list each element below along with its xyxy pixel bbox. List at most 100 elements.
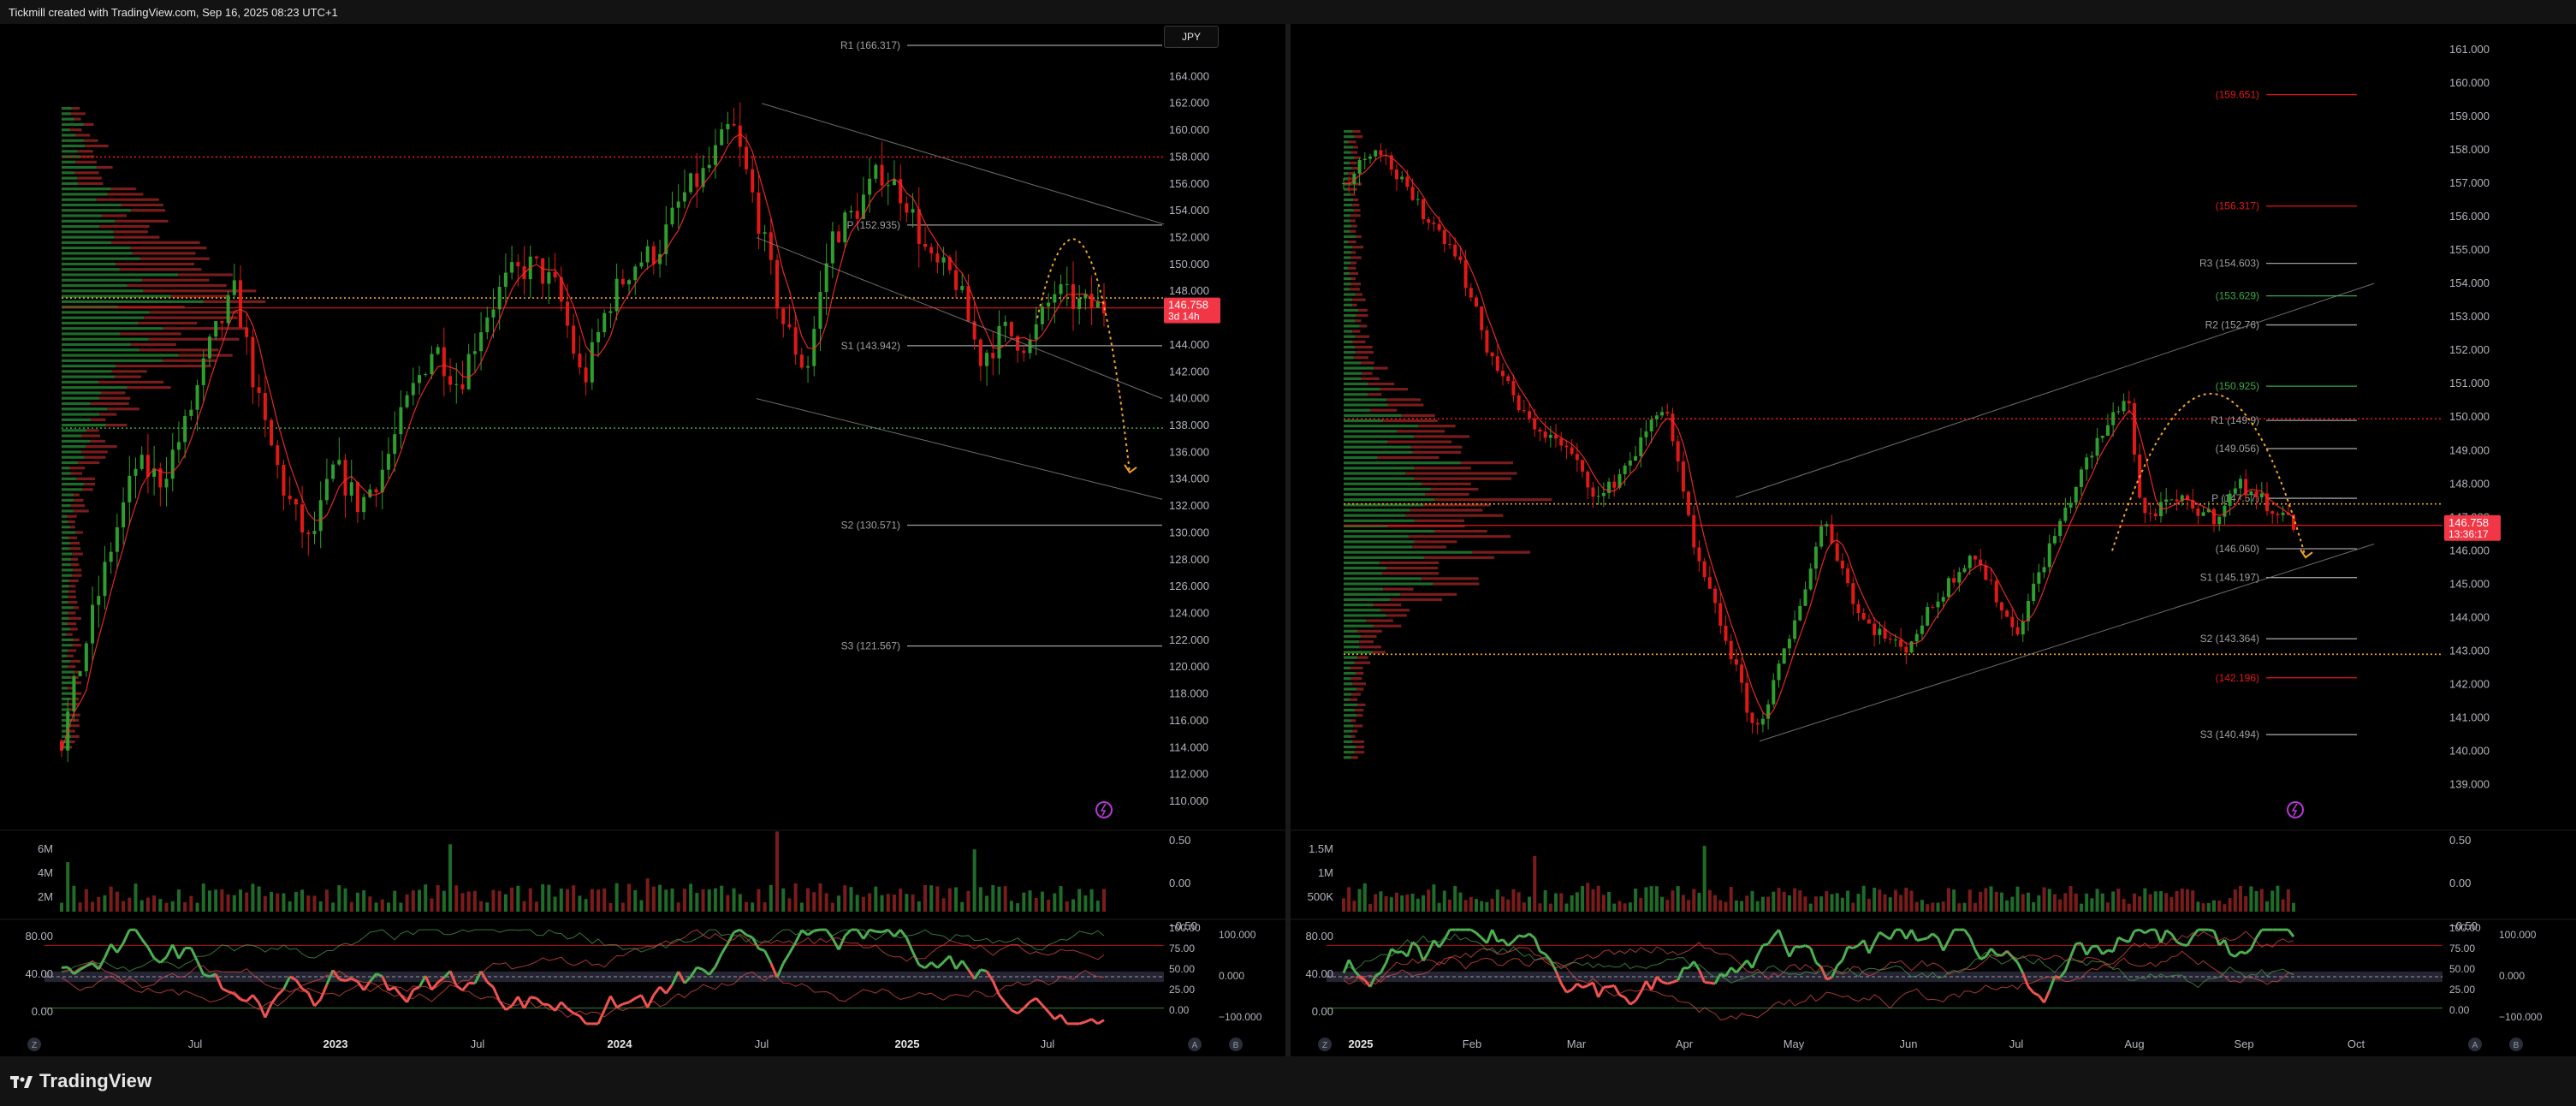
tradingview-logo[interactable]: TradingView: [10, 1070, 151, 1092]
oscillator-main-line: [413, 985, 420, 991]
volume-bar: [1485, 901, 1489, 912]
oscillator-main-line: [331, 969, 341, 980]
candle-body: [899, 179, 903, 204]
oscillator-main-line: [1968, 937, 1977, 951]
oscillator-main-line: [1836, 959, 1843, 967]
oscillator-main-line: [1634, 991, 1642, 1002]
oscillator-main-line: [1666, 980, 1673, 985]
oscillator-main-line: [1698, 969, 1706, 984]
oscillator-main-line: [1501, 938, 1510, 947]
candle-body: [547, 271, 551, 284]
volume-bar: [1427, 889, 1431, 912]
candle-body: [1034, 324, 1038, 340]
volume-profile-bar-down: [78, 181, 104, 185]
volume-profile-bar-down: [1348, 266, 1356, 270]
y-tick-label: 141.000: [2449, 711, 2490, 723]
oscillator-main-line: [1996, 953, 2003, 957]
projection-arc: [1036, 238, 1131, 473]
oscillator-right-tick: 100.00: [2449, 922, 2481, 934]
volume-profile-bar-down: [72, 644, 82, 647]
volume-bar: [1416, 898, 1420, 912]
volume-bar: [510, 887, 514, 912]
oscillator-main-line: [1041, 1004, 1050, 1014]
volume-profile-bar-up: [62, 531, 76, 534]
candle-body: [220, 321, 224, 324]
oscillator-main-line: [338, 978, 346, 983]
candle-body: [597, 332, 601, 342]
candle-body: [565, 301, 569, 326]
volume-bar: [2249, 886, 2253, 912]
candle-body: [442, 347, 446, 377]
volume-profile-bar-up: [62, 627, 70, 631]
candle-body: [1623, 465, 1627, 474]
volume-profile-bar-up: [1344, 403, 1388, 407]
panel-divider[interactable]: [1285, 24, 1291, 1056]
volume-profile-bar-up: [1344, 435, 1415, 438]
volume-bar: [454, 885, 459, 912]
candle-body: [627, 280, 632, 285]
volume-profile-bar-up: [62, 552, 73, 556]
volume-profile-bar-down: [1348, 172, 1355, 175]
volume-profile-bar-down: [1397, 430, 1445, 433]
oscillator-main-line: [2027, 985, 2035, 994]
volume-bar: [651, 886, 656, 912]
volume-bar: [954, 887, 959, 912]
volume-profile-bar-down: [68, 590, 76, 593]
oscillator-main-line: [1809, 948, 1818, 963]
volume-profile-bar-down: [1412, 450, 1462, 455]
candle-body: [2090, 455, 2094, 458]
candle-body: [1687, 491, 1691, 515]
oscillator-main-line: [942, 954, 951, 963]
volume-profile-bar-down: [1350, 193, 1356, 196]
volume-profile-bar-down: [1381, 572, 1439, 575]
volume-profile-bar-down: [1350, 271, 1359, 276]
oscillator-tick-label: 80.00: [25, 930, 53, 942]
auto-scale-label: A: [1192, 1041, 1198, 1050]
oscillator-main-line: [696, 966, 704, 972]
oscillator-main-line: [2021, 972, 2030, 988]
volume-bar: [1760, 896, 1765, 912]
volume-bar: [1914, 901, 1919, 912]
volume-bar: [849, 887, 853, 912]
volume-profile-bar-up: [1344, 203, 1353, 207]
volume-bar: [1946, 888, 1950, 912]
oscillator-main-line: [2011, 955, 2019, 964]
currency-button[interactable]: JPY: [1164, 26, 1219, 48]
volume-profile-bar-down: [81, 450, 108, 454]
volume-profile-bar-up: [1344, 498, 1434, 502]
volume-bar: [1437, 902, 1441, 912]
candle-body: [1962, 568, 1967, 573]
candle-body: [263, 392, 267, 420]
oscillator-main-line: [523, 996, 532, 1009]
volume-bar: [1952, 889, 1956, 912]
volume-bar: [2164, 893, 2169, 912]
volume-profile-bar-down: [163, 359, 217, 362]
volume-profile-bar-up: [62, 504, 71, 508]
volume-profile-bar-down: [69, 467, 86, 470]
volume-profile-bar-down: [163, 327, 248, 330]
volume-bar: [547, 884, 551, 912]
y-tick-label: 153.000: [2449, 310, 2490, 323]
volume-profile-bar-up: [62, 633, 67, 636]
candle-body: [170, 449, 175, 479]
left-chart[interactable]: 164.000162.000160.000158.000156.000154.0…: [0, 24, 1285, 1056]
oscillator-main-line: [375, 972, 383, 978]
volume-profile-bar-down: [77, 150, 93, 153]
volume-bar: [152, 895, 157, 912]
candle-body: [670, 207, 674, 225]
volume-profile-bar-down: [1357, 656, 1368, 659]
oscillator-main-line: [1544, 953, 1552, 961]
candle-body: [633, 266, 638, 281]
oscillator-main-line: [510, 996, 519, 1007]
oscillator-main-line: [1353, 969, 1361, 978]
volume-profile-bar-up: [62, 112, 71, 116]
volume-profile-bar-up: [62, 209, 132, 212]
volume-profile-bar-up: [1344, 651, 1374, 654]
volume-profile-bar-up: [1344, 266, 1349, 270]
volume-bar: [1432, 884, 1436, 912]
oscillator-main-line: [146, 946, 156, 960]
candle-body: [2238, 479, 2242, 489]
volume-bar: [1501, 896, 1505, 912]
right-chart[interactable]: 161.000160.000159.000158.000157.000156.0…: [1291, 24, 2576, 1056]
oscillator-main-line: [1608, 984, 1615, 989]
